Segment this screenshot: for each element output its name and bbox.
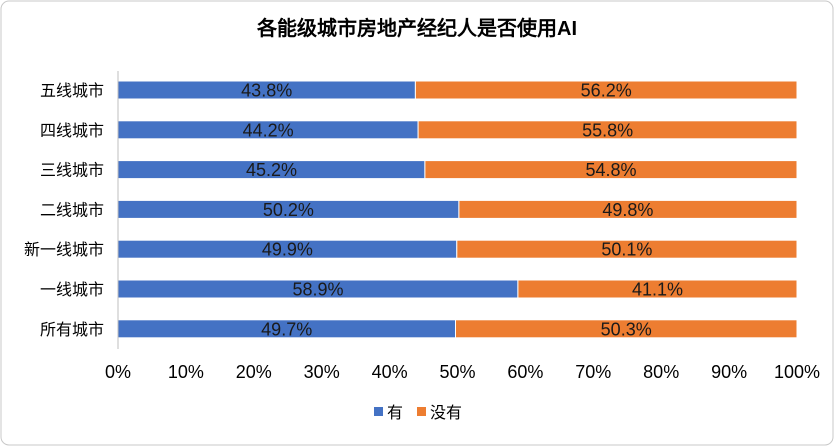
data-label: 50.2% (263, 200, 314, 220)
category-label: 五线城市 (40, 82, 104, 100)
data-label: 50.3% (601, 319, 652, 339)
legend-swatch-no (417, 407, 426, 416)
legend-swatch-yes (374, 407, 383, 416)
bar-segment-series-1 (417, 120, 798, 140)
chart-title: 各能级城市房地产经纪人是否使用AI (256, 16, 577, 40)
data-label: 56.2% (581, 81, 632, 101)
legend: 有 没有 (374, 404, 462, 422)
category-label: 一线城市 (40, 281, 104, 299)
x-tick-label: 20% (236, 362, 272, 382)
data-label: 54.8% (585, 160, 636, 180)
data-label: 43.8% (241, 81, 292, 101)
data-label: 45.2% (246, 160, 297, 180)
data-label: 50.1% (601, 240, 652, 260)
category-label: 新一线城市 (24, 241, 104, 259)
category-label: 所有城市 (40, 321, 104, 339)
x-tick-label: 10% (168, 362, 204, 382)
legend-label-no: 没有 (430, 404, 462, 422)
x-tick-label: 50% (439, 362, 475, 382)
x-tick-label: 100% (774, 362, 820, 382)
category-label: 三线城市 (40, 162, 104, 180)
data-label: 55.8% (582, 120, 633, 140)
x-tick-label: 90% (711, 362, 747, 382)
x-tick-label: 80% (643, 362, 679, 382)
data-label: 49.7% (261, 319, 312, 339)
x-tick-label: 30% (304, 362, 340, 382)
data-label: 49.9% (262, 240, 313, 260)
value-labels-group: 43.8% 56.2% 44.2% 55.8% 45.2% 54.8% 50.2% 49.8%… (241, 81, 683, 340)
bar-segment-series-1 (517, 279, 798, 299)
x-tick-labels-group: 0% 10% 20% 30% 40% 50% 60% 70% 80% 90% 100% (105, 362, 820, 382)
x-tick-label: 40% (372, 362, 408, 382)
x-tick-label: 0% (105, 362, 131, 382)
bar-segment-series-1 (458, 199, 798, 219)
category-label: 四线城市 (40, 122, 104, 140)
data-label: 58.9% (292, 280, 343, 300)
bar-segment-series-1 (456, 239, 798, 259)
data-label: 49.8% (602, 200, 653, 220)
data-label: 44.2% (243, 120, 294, 140)
bar-segment-series-1 (455, 319, 798, 339)
bar-segment-series-1 (414, 80, 798, 100)
legend-label-yes: 有 (387, 404, 403, 422)
x-tick-label: 60% (507, 362, 543, 382)
data-label: 41.1% (632, 280, 683, 300)
x-tick-label: 70% (575, 362, 611, 382)
bar-segment-series-1 (424, 160, 798, 180)
category-label: 二线城市 (40, 201, 104, 219)
